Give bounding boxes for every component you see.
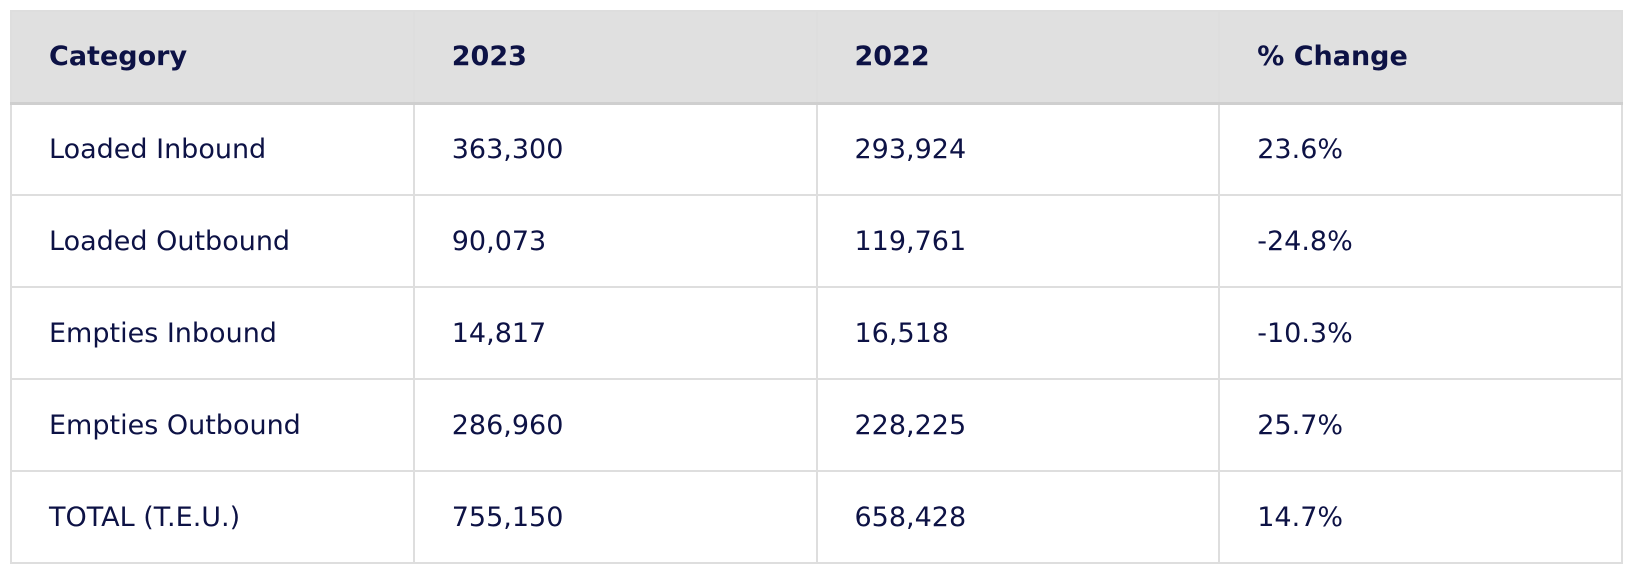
table-cell: -10.3%: [1218, 286, 1623, 380]
table-row: Loaded Outbound 90,073 119,761 -24.8%: [10, 194, 1623, 288]
table-row: Loaded Inbound 363,300 293,924 23.6%: [10, 102, 1623, 196]
table-cell: 363,300: [412, 102, 818, 196]
table-cell: Loaded Inbound: [10, 102, 415, 196]
table-cell: 119,761: [815, 194, 1221, 288]
table-cell: 90,073: [412, 194, 818, 288]
table-cell: 293,924: [815, 102, 1221, 196]
table-cell: 658,428: [815, 470, 1221, 564]
header-cell: Category: [10, 10, 415, 105]
table-body: Loaded Inbound 363,300 293,924 23.6% Loaded …: [10, 102, 1623, 564]
table-cell: 16,518: [815, 286, 1221, 380]
table-header: Category 2023 2022% Change: [10, 10, 1623, 105]
table-row: TOTAL (T.E.U.) 755,150 658,428 14.7%: [10, 470, 1623, 564]
table-cell: Empties Inbound: [10, 286, 415, 380]
table-cell: 286,960: [412, 378, 818, 472]
header-cell: 2023: [412, 10, 818, 105]
header-row: Category 2023 2022% Change: [10, 10, 1623, 105]
header-cell: 2022: [815, 10, 1221, 105]
table-cell: Loaded Outbound: [10, 194, 415, 288]
table-cell: 14.7%: [1218, 470, 1623, 564]
table-cell: -24.8%: [1218, 194, 1623, 288]
table-cell: Empties Outbound: [10, 378, 415, 472]
table-cell: 755,150: [412, 470, 818, 564]
table-cell: TOTAL (T.E.U.): [10, 470, 415, 564]
table-cell: 23.6%: [1218, 102, 1623, 196]
table-cell: 25.7%: [1218, 378, 1623, 472]
table-row: Empties Inbound 14,817 16,518 -10.3%: [10, 286, 1623, 380]
table-row: Empties Outbound 286,960 228,225 25.7%: [10, 378, 1623, 472]
data-table: Category 2023 2022% Change Loaded Inbound 3…: [10, 10, 1623, 564]
table-cell: 228,225: [815, 378, 1221, 472]
table-cell: 14,817: [412, 286, 818, 380]
header-cell: % Change: [1218, 10, 1623, 105]
